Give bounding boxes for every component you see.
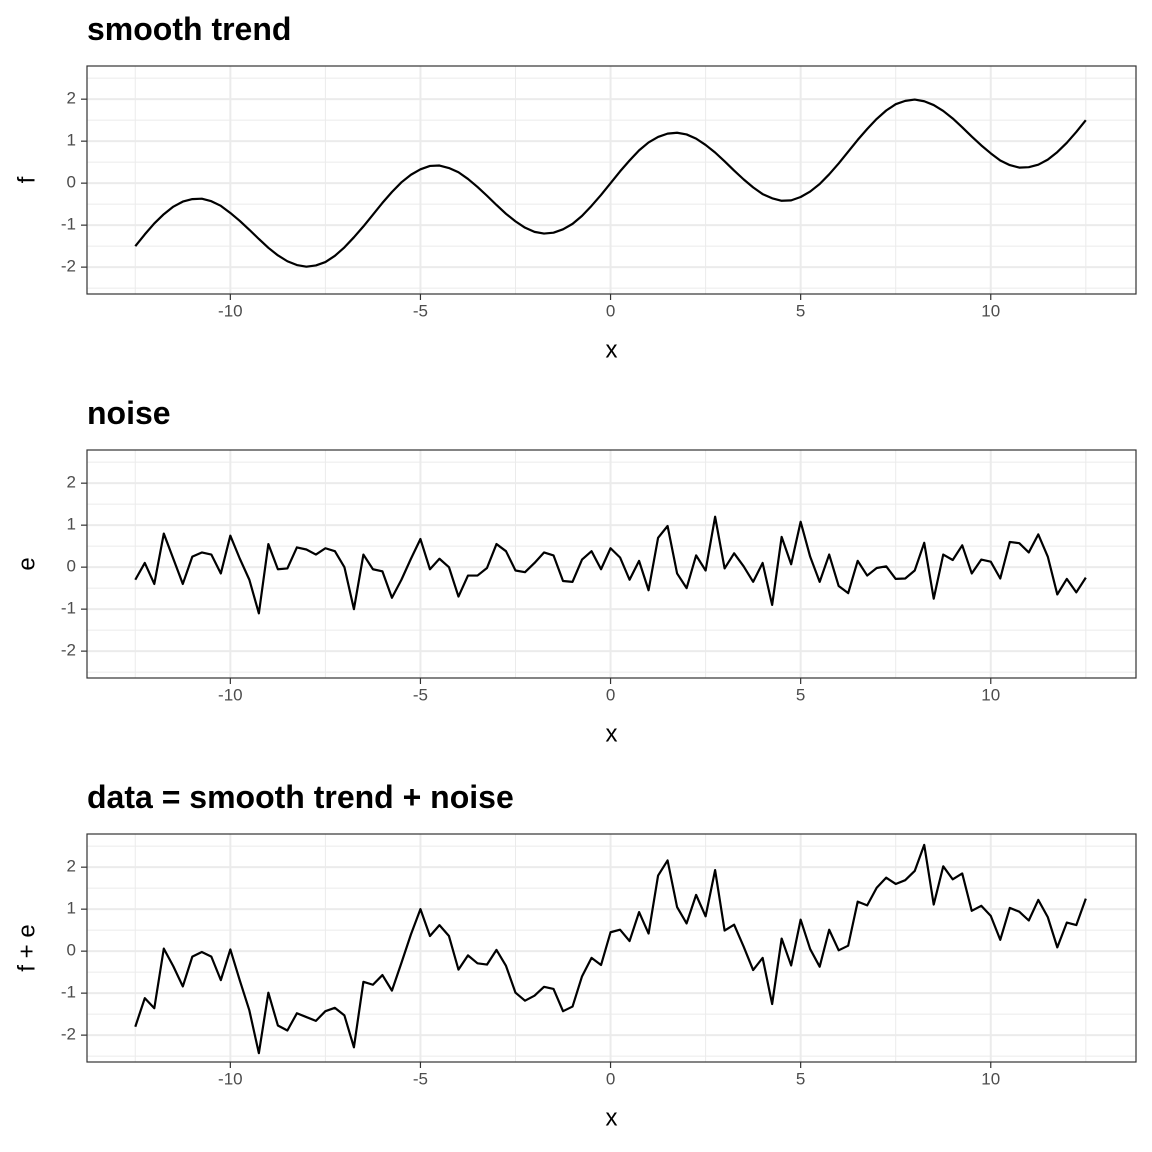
x-axis-label: x: [606, 720, 618, 747]
panel-border: [86, 449, 1137, 679]
y-tick-label: -1: [61, 983, 76, 1002]
panel-border: [86, 833, 1137, 1063]
y-tick-label: 2: [67, 857, 76, 876]
data-line: [134, 98, 1087, 268]
x-tick-label: 0: [606, 685, 615, 704]
x-tick-label: -5: [413, 301, 428, 320]
x-axis-label: x: [606, 1104, 618, 1131]
y-tick-label: 0: [67, 557, 76, 576]
x-tick-label: 10: [981, 1069, 1000, 1088]
x-axis-label: x: [606, 336, 618, 363]
y-axis-label: e: [13, 557, 40, 570]
y-tick-label: -2: [61, 1025, 76, 1044]
x-tick-label: -10: [218, 685, 243, 704]
y-tick-label: -1: [61, 599, 76, 618]
x-tick-label: -10: [218, 301, 243, 320]
x-tick-label: 0: [606, 301, 615, 320]
x-tick-label: 10: [981, 685, 1000, 704]
y-tick-label: 0: [67, 173, 76, 192]
y-axis-label: f: [13, 176, 40, 183]
panel-border: [86, 65, 1137, 295]
y-tick-label: 2: [67, 473, 76, 492]
x-tick-label: 0: [606, 1069, 615, 1088]
y-tick-label: 1: [67, 899, 76, 918]
panel-title: noise: [87, 395, 171, 431]
y-tick-label: 1: [67, 515, 76, 534]
x-tick-label: -10: [218, 1069, 243, 1088]
panel-title: data = smooth trend + noise: [87, 779, 514, 815]
x-tick-label: 5: [796, 301, 805, 320]
y-tick-label: 2: [67, 89, 76, 108]
y-tick-label: 0: [67, 941, 76, 960]
x-tick-label: 5: [796, 685, 805, 704]
data-line: [134, 515, 1087, 615]
y-tick-label: 1: [67, 131, 76, 150]
y-axis-label: f + e: [13, 924, 40, 971]
x-tick-label: 5: [796, 1069, 805, 1088]
y-tick-label: -2: [61, 257, 76, 276]
panel-title: smooth trend: [87, 11, 291, 47]
y-tick-label: -2: [61, 641, 76, 660]
x-tick-label: -5: [413, 1069, 428, 1088]
data-line: [134, 843, 1087, 1055]
x-tick-label: -5: [413, 685, 428, 704]
y-tick-label: -1: [61, 215, 76, 234]
x-tick-label: 10: [981, 301, 1000, 320]
